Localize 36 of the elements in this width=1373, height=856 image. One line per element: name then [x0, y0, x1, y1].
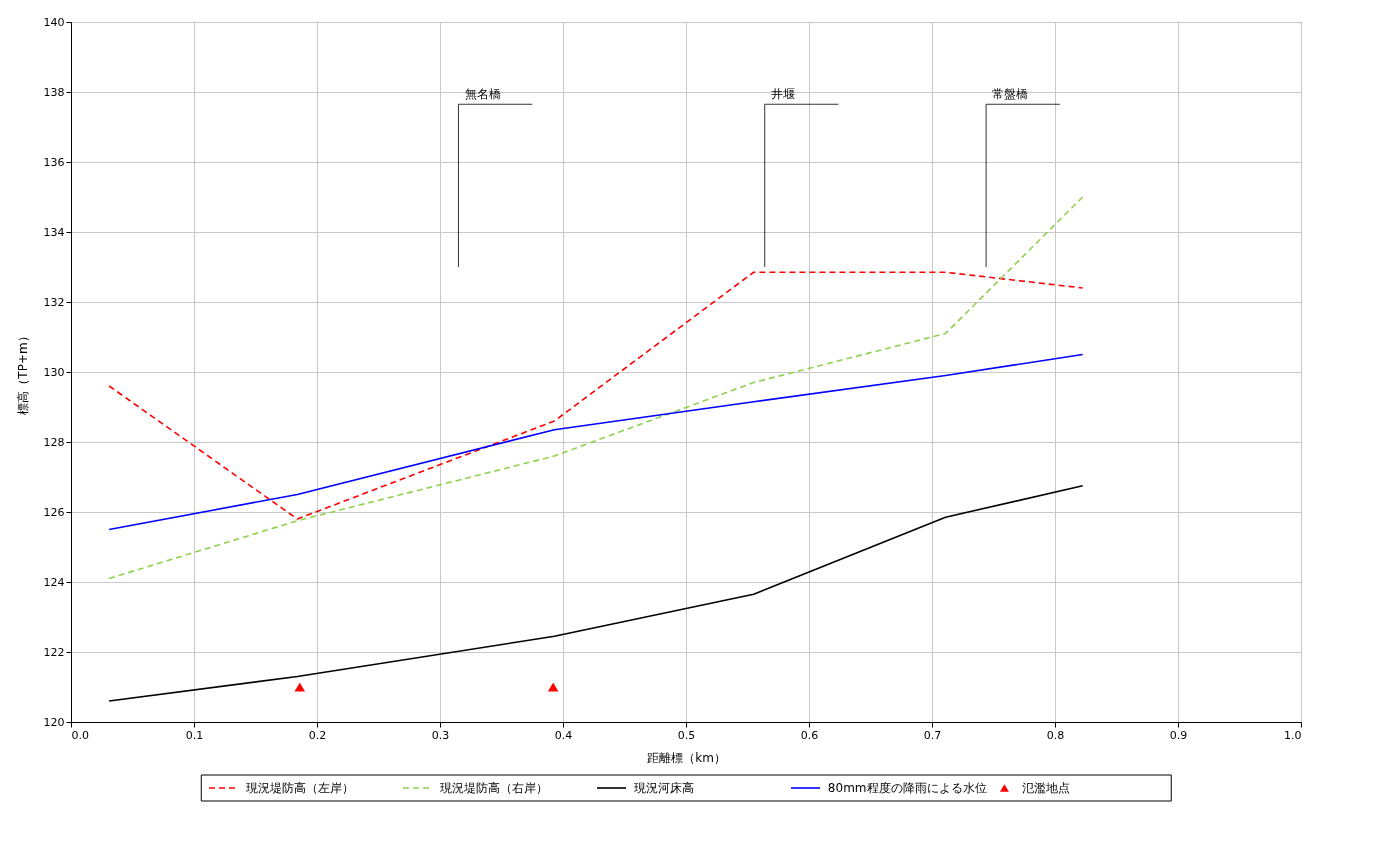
legend-label: 80mm程度の降雨による水位	[827, 781, 987, 795]
x-tick-label: 0.3	[431, 728, 450, 742]
x-tick-label: 0.1	[185, 728, 204, 742]
ref-line-label: 井堰	[770, 86, 795, 101]
y-tick-label: 122	[43, 645, 65, 659]
x-tick-label: 0.8	[1046, 728, 1065, 742]
y-tick-label: 140	[43, 15, 65, 29]
x-tick-label: 0.5	[677, 728, 696, 742]
y-axis-title: 標高（TP+m）	[15, 330, 30, 415]
y-tick-label: 128	[43, 435, 65, 449]
ref-line-label: 常盤橋	[992, 86, 1029, 101]
y-tick-label: 124	[43, 575, 65, 589]
y-tick-label: 136	[43, 155, 65, 169]
line-series	[108, 271, 1084, 520]
x-tick-label: 0.6	[800, 728, 819, 742]
legend-label: 現況堤防高（右岸）	[439, 781, 548, 795]
x-axis-title: 距離標（km）	[647, 750, 726, 765]
line-series	[108, 484, 1084, 702]
y-tick-label: 120	[43, 715, 65, 729]
x-tick-label: 0.9	[1169, 728, 1188, 742]
y-tick-label: 130	[43, 365, 65, 379]
y-tick-label: 132	[43, 295, 65, 309]
x-tick-label: 0.7	[923, 728, 942, 742]
x-tick-label: 1.0	[1284, 728, 1302, 742]
y-tick-label: 138	[43, 85, 65, 99]
legend-label: 現況河床高	[633, 781, 694, 795]
y-tick-label: 134	[43, 225, 65, 239]
x-tick-label: 0.2	[308, 728, 327, 742]
line-series	[108, 353, 1084, 531]
legend-label: 氾濫地点	[1021, 781, 1070, 795]
line-series	[108, 196, 1084, 580]
x-tick-label: 0.4	[554, 728, 573, 742]
ref-line-label: 無名橋	[464, 86, 501, 101]
legend-label: 現況堤防高（左岸）	[245, 781, 354, 795]
x-tick-label: 0.0	[71, 728, 89, 742]
y-tick-label: 126	[43, 505, 65, 519]
